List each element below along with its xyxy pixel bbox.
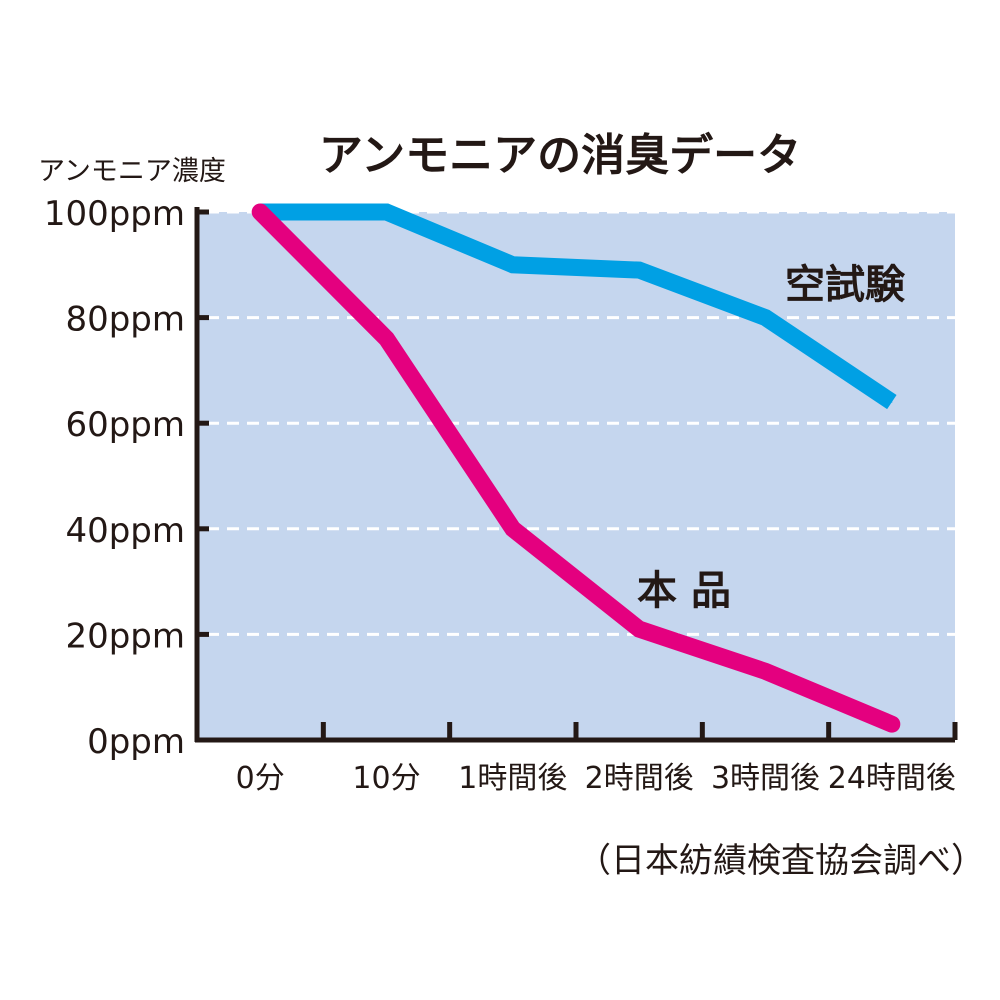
data-point [765,670,766,672]
y-tick-label: 40ppm [65,511,185,551]
x-tick-label: 3時間後 [711,761,820,796]
series-lines [251,203,901,733]
data-point [512,528,514,530]
axes [194,207,958,743]
x-tick-label: 24時間後 [828,761,956,796]
data-point [512,264,514,266]
data-point [259,211,261,213]
data-point [638,628,640,630]
y-tick-label: 0ppm [87,722,185,762]
y-tick-label: 80ppm [65,300,185,340]
series-label-product: 本 品 [637,568,731,614]
y-tick-label: 20ppm [65,616,185,656]
chart-title: アンモニアの消臭データ [319,130,801,181]
y-axis-label: アンモニア濃度 [38,156,226,187]
source-note: （日本紡績検査協会調べ） [577,841,985,881]
y-tick-label: 60ppm [65,405,185,445]
data-point [386,338,387,340]
data-point [638,269,640,271]
data-point [891,723,893,725]
data-point [386,211,387,213]
plot-background [197,212,955,740]
x-tick-label: 0分 [236,761,285,796]
series-line-control [260,203,897,410]
data-point [765,317,766,319]
x-tick-label: 10分 [352,761,420,796]
labels: 0ppm 20ppm 40ppm 60ppm 80ppm 100ppm 0分 10分 1時間後 2… [44,194,956,796]
x-tick-label: 1時間後 [458,761,567,796]
series-line-product [251,203,901,733]
series-label-control: 空試験 [785,262,906,308]
x-tick-label: 2時間後 [585,761,694,796]
y-tick-label: 100ppm [44,194,185,234]
data-point [891,401,893,403]
